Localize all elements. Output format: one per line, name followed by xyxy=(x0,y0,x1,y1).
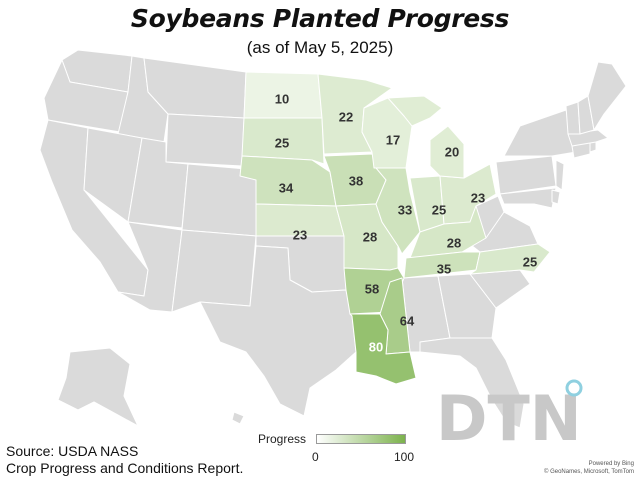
state-nc xyxy=(469,243,551,275)
state-md xyxy=(499,187,557,209)
no-data-states xyxy=(39,49,627,429)
state-sd xyxy=(241,117,325,165)
label-nc: 25 xyxy=(523,255,537,270)
label-la: 80 xyxy=(369,340,383,355)
legend-max-label: 100 xyxy=(394,450,415,464)
state-nj xyxy=(555,159,565,191)
credit-line-2: © GeoNames, Microsoft, TomTom xyxy=(544,469,634,475)
legend-color-scale xyxy=(316,434,406,444)
map-subtitle: (as of May 5, 2025) xyxy=(246,38,394,57)
state-fl xyxy=(419,337,525,429)
value-labels: 10 22 17 20 25 34 38 33 25 23 23 28 28 3… xyxy=(275,92,537,355)
label-ky: 28 xyxy=(447,236,461,251)
dtn-logo: DTN xyxy=(436,379,583,442)
legend-min-label: 0 xyxy=(312,450,319,464)
source-line-1: Source: USDA NASS xyxy=(6,443,139,459)
state-nm xyxy=(171,229,257,313)
state-hi xyxy=(231,411,245,425)
state-mi xyxy=(387,95,465,179)
state-wy xyxy=(165,113,245,167)
source-line-2: Crop Progress and Conditions Report. xyxy=(6,460,244,476)
label-mn: 22 xyxy=(339,110,353,125)
state-il xyxy=(375,167,421,255)
state-tx xyxy=(199,245,357,417)
state-la xyxy=(349,313,417,385)
label-oh: 23 xyxy=(471,191,485,206)
label-il: 33 xyxy=(398,203,412,218)
state-de xyxy=(551,189,561,205)
label-mi: 20 xyxy=(445,145,459,160)
label-wi: 17 xyxy=(386,133,400,148)
dtn-logo-text: DTN xyxy=(436,382,582,442)
label-in: 25 xyxy=(432,203,446,218)
map-credit: Powered by Bing © GeoNames, Microsoft, T… xyxy=(544,460,634,476)
label-ia: 38 xyxy=(349,174,363,189)
map-title: Soybeans Planted Progress xyxy=(130,4,510,33)
label-tn: 35 xyxy=(437,262,451,277)
legend-title: Progress xyxy=(258,432,307,446)
state-pa xyxy=(495,155,557,195)
label-ks: 23 xyxy=(293,228,307,243)
credit-line-1: Powered by Bing xyxy=(588,461,634,467)
label-ar: 58 xyxy=(365,282,379,297)
source-note: Source: USDA NASS Crop Progress and Cond… xyxy=(6,443,243,477)
state-me xyxy=(587,61,627,131)
state-ny xyxy=(503,109,577,157)
reported-states xyxy=(239,71,551,385)
label-nd: 10 xyxy=(275,92,289,107)
label-sd: 25 xyxy=(275,136,289,151)
label-ne: 34 xyxy=(279,181,294,196)
label-ms: 64 xyxy=(400,314,415,329)
state-ak xyxy=(57,347,139,427)
label-mo: 28 xyxy=(363,230,377,245)
state-ga xyxy=(437,273,497,339)
dtn-circle-icon xyxy=(565,379,583,397)
state-ri xyxy=(589,141,597,153)
